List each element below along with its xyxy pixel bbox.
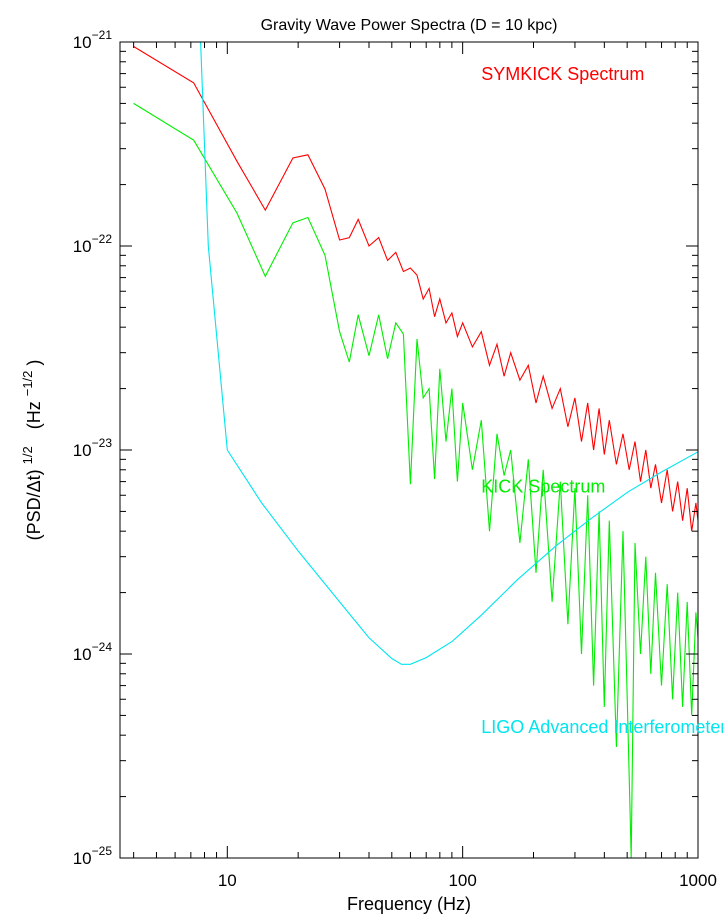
y-tick-mantissa: 10 (73, 645, 92, 664)
y-axis-label-unit-close: ) (24, 360, 44, 366)
y-tick-exponent: −21 (92, 28, 113, 42)
y-tick-label: 10−21 (73, 28, 113, 52)
series-layer (133, 42, 698, 858)
x-tick-label: 1000 (679, 871, 717, 890)
chart-title: Gravity Wave Power Spectra (D = 10 kpc) (261, 17, 558, 34)
y-axis-label-unit-open: (Hz (24, 401, 44, 429)
y-tick-label: 10−22 (73, 232, 113, 256)
series-label-1: KICK Spectrum (481, 476, 605, 496)
series-line-0 (133, 46, 698, 532)
y-tick-exponent: −23 (92, 436, 113, 450)
y-tick-exponent: −24 (92, 640, 113, 654)
ticks-layer (120, 42, 699, 859)
y-tick-label: 10−24 (73, 640, 113, 664)
series-line-2 (200, 42, 698, 665)
x-axis-label: Frequency (Hz) (347, 894, 471, 914)
annotations-layer: SYMKICK Spectrum KICK Spectrum LIGO Advanc… (481, 64, 723, 737)
y-tick-mantissa: 10 (73, 33, 92, 52)
y-tick-mantissa: 10 (73, 237, 92, 256)
series-line-1 (133, 102, 698, 858)
series-label-2: LIGO Advanced Interferometer (481, 717, 723, 737)
y-tick-label: 10−23 (73, 436, 113, 460)
y-axis-label-exp: 1/2 (20, 446, 35, 464)
y-tick-mantissa: 10 (73, 849, 92, 868)
series-label-0: SYMKICK Spectrum (481, 64, 644, 84)
x-tick-label: 100 (448, 871, 476, 890)
y-tick-exponent: −22 (92, 232, 113, 246)
y-axis-label-unit-exp: −1/2 (20, 371, 35, 397)
y-tick-exponent: −25 (92, 844, 113, 858)
y-axis-label: (PSD/Δt) 1/2 (Hz −1/2 ) (16, 360, 44, 541)
y-tick-label: 10−25 (73, 844, 113, 868)
x-tick-label: 10 (218, 871, 237, 890)
y-axis-label-base: (PSD/Δt) (24, 469, 44, 540)
y-tick-mantissa: 10 (73, 441, 92, 460)
